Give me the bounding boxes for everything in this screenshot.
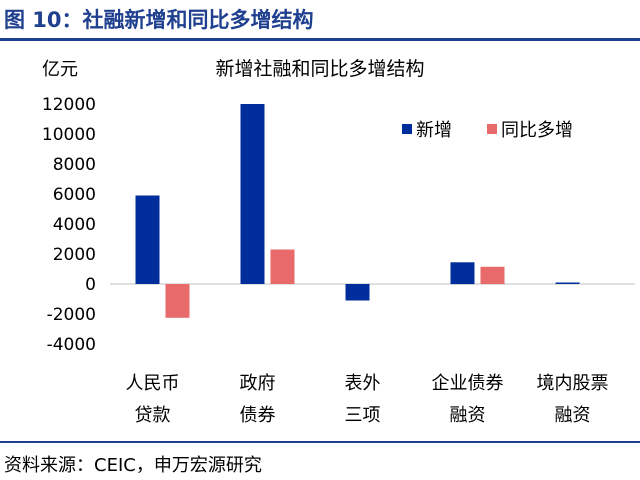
bar-yoy-0 [165, 284, 190, 318]
x-tick-label: 境内股票 [537, 373, 609, 394]
legend-label-new: 新增 [416, 120, 452, 141]
x-tick-label: 债券 [240, 405, 276, 426]
legend-swatch-new [402, 124, 412, 134]
y-tick-label: 4000 [53, 215, 96, 235]
bars [135, 104, 580, 318]
x-tick-label: 贷款 [135, 405, 171, 426]
footer-rule [0, 441, 640, 443]
figure-title: 图 10：社融新增和同比多增结构 [4, 8, 314, 32]
bar-new-2 [345, 284, 370, 301]
y-tick-label: 0 [85, 275, 96, 295]
y-tick-label: 2000 [53, 245, 96, 265]
x-tick-label: 三项 [345, 405, 381, 426]
legend: 新增 同比多增 [402, 120, 573, 141]
x-tick-label: 人民币 [126, 373, 180, 394]
y-tick-label: 8000 [53, 155, 96, 175]
x-tick-label: 企业债券 [432, 373, 504, 394]
bar-yoy-1 [270, 249, 295, 284]
y-unit-label: 亿元 [42, 59, 78, 80]
y-tick-label: 12000 [42, 95, 96, 115]
y-tick-label: 10000 [42, 125, 96, 145]
chart-title: 新增社融和同比多增结构 [215, 58, 424, 80]
x-tick-label: 融资 [555, 405, 591, 426]
y-tick-label: -2000 [47, 305, 96, 325]
y-tick-label: -4000 [47, 335, 96, 355]
bar-yoy-3 [480, 266, 505, 285]
header-rule [0, 38, 640, 41]
y-axis: -4000 -2000 0 2000 4000 6000 8000 10000 12000 [42, 95, 96, 355]
legend-label-yoy: 同比多增 [501, 120, 573, 141]
source-note: 资料来源：CEIC，申万宏源研究 [4, 455, 262, 476]
y-tick-label: 6000 [53, 185, 96, 205]
bar-new-0 [135, 195, 160, 284]
bar-chart: 亿元 新增社融和同比多增结构 -4000 -2000 0 2000 4000 6000 80… [42, 58, 635, 426]
figure-header: 图 10：社融新增和同比多增结构 [0, 0, 640, 40]
x-tick-label: 表外 [345, 373, 381, 394]
bar-new-3 [450, 262, 475, 285]
x-tick-label: 政府 [240, 373, 276, 394]
legend-swatch-yoy [487, 124, 497, 134]
bar-new-1 [240, 104, 265, 284]
bar-new-4 [555, 282, 580, 284]
x-tick-label: 融资 [450, 405, 486, 426]
